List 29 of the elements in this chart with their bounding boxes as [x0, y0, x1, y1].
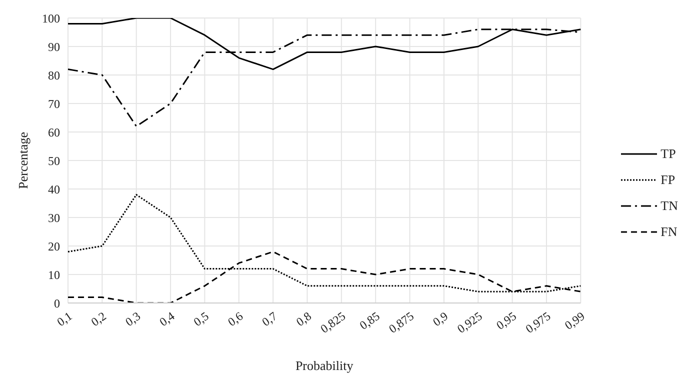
y-tick-label: 10 [48, 268, 60, 282]
x-tick-label: 0,4 [156, 308, 178, 330]
y-axis-title: Percentage [16, 132, 31, 190]
y-tick-label: 20 [48, 239, 60, 254]
y-tick-label: 90 [48, 40, 60, 54]
x-axis-title: Probability [295, 358, 354, 373]
x-tick-label: 0,6 [225, 308, 246, 330]
x-tick-label: 0,1 [54, 308, 75, 330]
legend-label: FN [660, 224, 678, 240]
x-tick-label: 0,3 [122, 308, 143, 330]
legend-label: TP [660, 146, 676, 162]
x-tick-label: 0,99 [562, 308, 588, 332]
y-tick-label: 50 [48, 154, 60, 168]
legend-label: TN [660, 198, 678, 214]
y-tick-label: 40 [48, 182, 60, 196]
x-tick-label: 0,9 [430, 308, 451, 330]
y-tick-label: 30 [48, 210, 60, 225]
legend-label: FP [660, 172, 676, 188]
y-tick-label: 100 [42, 11, 60, 26]
y-tick-label: 80 [48, 68, 60, 82]
x-tick-label: 0,7 [259, 308, 280, 330]
y-tick-label: 0 [54, 296, 60, 310]
x-tick-label: 0,85 [356, 308, 382, 332]
x-tick-label: 0,2 [88, 308, 109, 330]
x-tick-label: 0,5 [191, 308, 212, 330]
y-tick-label: 70 [48, 96, 60, 111]
x-tick-label: 0,95 [494, 308, 519, 332]
x-tick-label: 0,8 [294, 308, 314, 330]
y-tick-label: 60 [48, 125, 60, 140]
